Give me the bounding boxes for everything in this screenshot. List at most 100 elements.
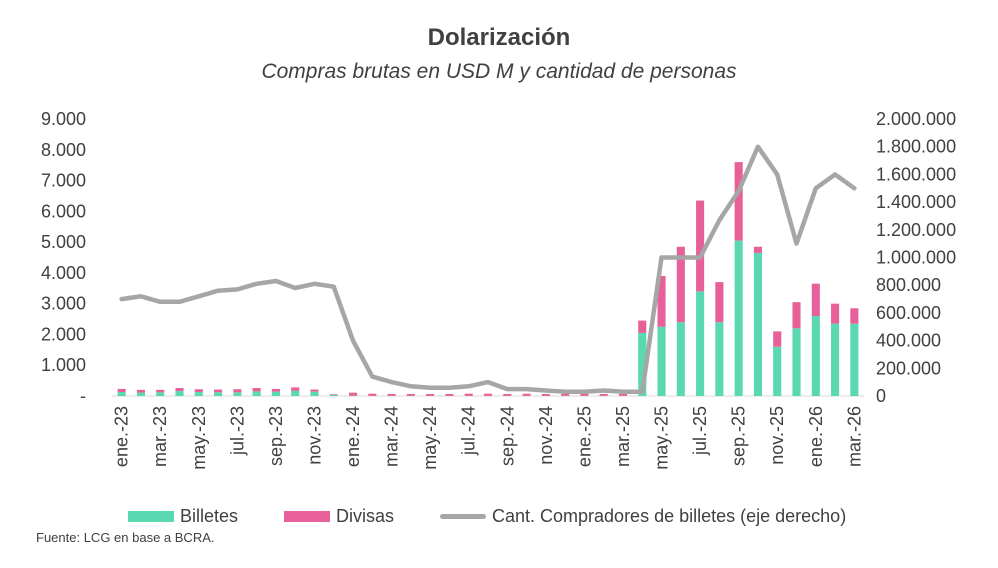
source-note: Fuente: LCG en base a BCRA. xyxy=(36,530,215,545)
x-tick-label: mar.-24 xyxy=(382,406,402,467)
bar-divisas xyxy=(194,389,203,392)
bar-divisas xyxy=(580,393,589,396)
bar-billetes xyxy=(676,322,685,396)
right-tick-label: 2.000.000 xyxy=(876,109,956,129)
right-tick-label: 1.800.000 xyxy=(876,137,956,157)
buyers-line xyxy=(119,144,857,395)
right-tick-label: 0 xyxy=(876,386,886,406)
x-tick-label: nov.-24 xyxy=(536,406,556,465)
left-tick-label: 1.000 xyxy=(41,355,86,375)
x-tick-label: ene.-25 xyxy=(574,406,594,467)
legend: Billetes Divisas Cant. Compradores de bi… xyxy=(0,506,998,530)
right-tick-label: 1.200.000 xyxy=(876,220,956,240)
legend-label-billetes: Billetes xyxy=(180,506,239,526)
bar-divisas xyxy=(618,393,628,396)
x-tick-label: may.-25 xyxy=(652,406,672,470)
x-tick-label: ene.-24 xyxy=(343,406,363,467)
bar-divisas xyxy=(541,393,550,396)
right-tick-label: 200.000 xyxy=(876,358,941,378)
bar-divisas xyxy=(214,389,223,393)
bar-billetes xyxy=(792,328,801,396)
left-tick-label: 4.000 xyxy=(41,263,86,283)
bar-billetes xyxy=(696,291,705,396)
bar-divisas xyxy=(387,393,396,396)
bar-divisas xyxy=(811,283,820,316)
x-tick-label: may.-23 xyxy=(189,406,209,470)
left-tick-label: 7.000 xyxy=(41,171,86,191)
bar-billetes xyxy=(117,391,126,396)
bar-divisas xyxy=(348,392,358,396)
left-tick-label: - xyxy=(80,386,86,406)
bar-divisas xyxy=(561,393,570,396)
bar-billetes xyxy=(831,323,840,396)
bar-billetes xyxy=(638,332,647,396)
bar-billetes xyxy=(715,322,724,396)
bar-divisas xyxy=(753,246,762,253)
bar-billetes xyxy=(329,394,338,396)
x-tick-label: mar.-23 xyxy=(150,406,170,467)
legend-swatch-billetes xyxy=(128,511,174,522)
legend-item-line: Cant. Compradores de billetes (eje derec… xyxy=(440,506,846,527)
bar-divisas xyxy=(310,389,319,392)
bar-divisas xyxy=(117,388,126,392)
x-tick-label: sep.-23 xyxy=(266,406,286,466)
x-tick-label: mar.-25 xyxy=(613,406,633,467)
bar-divisas xyxy=(657,275,666,327)
bar-divisas xyxy=(291,387,300,391)
left-tick-label: 5.000 xyxy=(41,232,86,252)
bar-divisas xyxy=(175,387,184,392)
right-tick-label: 400.000 xyxy=(876,331,941,351)
bar-billetes xyxy=(156,392,165,396)
left-tick-label: 3.000 xyxy=(41,294,86,314)
bar-divisas xyxy=(426,393,435,396)
bar-divisas xyxy=(329,394,338,395)
legend-swatch-line xyxy=(440,514,486,519)
bar-billetes xyxy=(136,392,145,396)
bar-divisas xyxy=(522,393,531,396)
bar-divisas xyxy=(406,393,415,396)
right-tick-label: 1.600.000 xyxy=(876,164,956,184)
bar-divisas xyxy=(233,389,242,393)
x-tick-label: ene.-23 xyxy=(112,406,132,467)
x-axis-ticks: ene.-23 mar.-23 may.-23 jul.-23 sep.-23 nov.-… xyxy=(112,406,865,470)
bar-divisas xyxy=(271,388,280,392)
right-tick-label: 1.000.000 xyxy=(876,248,956,268)
bar-billetes xyxy=(657,326,666,396)
bar-divisas xyxy=(696,200,705,292)
bar-divisas xyxy=(464,393,473,396)
bar-divisas xyxy=(638,320,647,333)
right-tick-label: 800.000 xyxy=(876,275,941,295)
bar-divisas xyxy=(483,393,493,396)
x-tick-label: sep.-25 xyxy=(729,406,749,466)
bars-group xyxy=(117,162,859,396)
left-axis-ticks: - 1.000 2.000 3.000 4.000 5.000 6.000 7.000 8.00… xyxy=(41,109,86,406)
bar-billetes xyxy=(310,391,319,396)
left-tick-label: 2.000 xyxy=(41,324,86,344)
legend-label-line: Cant. Compradores de billetes (eje derec… xyxy=(492,506,847,526)
bar-divisas xyxy=(156,389,165,393)
chart-plot: - 1.000 2.000 3.000 4.000 5.000 6.000 7.000 8.00… xyxy=(41,109,956,470)
x-tick-label: mar.-26 xyxy=(844,406,864,467)
bar-divisas xyxy=(792,302,801,329)
bar-divisas xyxy=(252,387,261,392)
bar-divisas xyxy=(831,303,840,324)
left-tick-label: 6.000 xyxy=(41,201,86,221)
legend-swatch-divisas xyxy=(284,511,330,522)
chart-subtitle: Compras brutas en USD M y cantidad de pe… xyxy=(261,60,737,83)
bar-billetes xyxy=(773,346,782,396)
x-tick-label: nov.-25 xyxy=(767,406,787,465)
bar-billetes xyxy=(194,391,203,396)
x-tick-label: ene.-26 xyxy=(806,406,826,467)
x-tick-label: jul.-23 xyxy=(227,406,247,456)
left-tick-label: 8.000 xyxy=(41,140,86,160)
bar-divisas xyxy=(715,282,724,323)
left-tick-label: 9.000 xyxy=(41,109,86,129)
bar-billetes xyxy=(291,390,300,396)
bar-billetes xyxy=(252,391,261,396)
x-tick-label: nov.-23 xyxy=(304,406,324,465)
legend-label-divisas: Divisas xyxy=(336,506,395,526)
bar-billetes xyxy=(175,391,184,396)
right-tick-label: 600.000 xyxy=(876,303,941,323)
bar-billetes xyxy=(271,391,280,396)
bar-divisas xyxy=(734,162,743,241)
